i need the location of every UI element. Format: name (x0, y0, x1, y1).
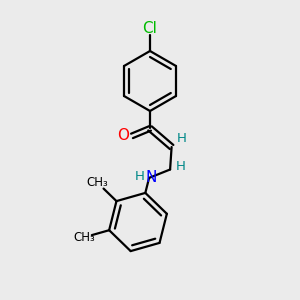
Text: N: N (146, 170, 157, 185)
Text: CH₃: CH₃ (87, 176, 108, 189)
Text: H: H (135, 170, 145, 183)
Text: H: H (177, 132, 187, 145)
Text: H: H (176, 160, 185, 173)
Text: Cl: Cl (142, 21, 158, 36)
Text: O: O (118, 128, 130, 143)
Text: CH₃: CH₃ (73, 231, 94, 244)
